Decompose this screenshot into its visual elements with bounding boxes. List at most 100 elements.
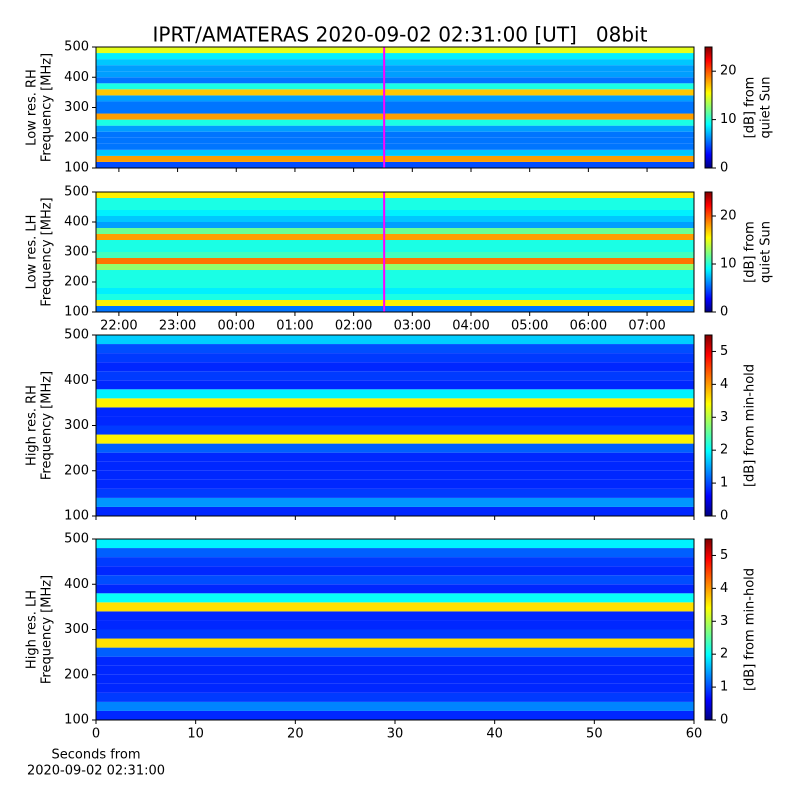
heatmap-cell	[96, 282, 694, 288]
heatmap-cell	[96, 222, 694, 228]
y-axis-label: Frequency [MHz]	[40, 53, 55, 162]
y-tick-label: 100	[64, 305, 89, 320]
y-tick-label: 300	[64, 245, 89, 260]
heatmap-cell	[96, 234, 694, 240]
heatmap-cell	[96, 371, 694, 381]
heatmap-cell	[96, 470, 694, 480]
heatmap-cell	[96, 65, 694, 72]
x-tick-label: 23:00	[159, 319, 196, 334]
heatmap-cell	[96, 131, 694, 138]
y-tick-label: 400	[64, 215, 89, 230]
colorbar-label: [dB] from	[743, 221, 758, 283]
heatmap-cell	[96, 306, 694, 312]
colorbar-tick-label: 5	[720, 344, 728, 359]
heatmap-cell	[96, 204, 694, 210]
heatmap-cell	[96, 210, 694, 216]
x-tick-label: 06:00	[570, 319, 607, 334]
heatmap-cell	[96, 488, 694, 498]
y-axis-label: Frequency [MHz]	[40, 197, 55, 306]
heatmap-cell	[96, 665, 694, 675]
heatmap-cell	[96, 71, 694, 78]
colorbar-tick-label: 10	[720, 257, 737, 272]
heatmap-cell	[96, 95, 694, 102]
y-axis-label: Frequency [MHz]	[40, 371, 55, 480]
heatmap-cell	[96, 584, 694, 594]
y-axis-label: Low res. LH	[25, 215, 40, 290]
heatmap-cell	[96, 710, 694, 720]
colorbar-tick-label: 3	[720, 410, 728, 425]
heatmap-cell	[96, 683, 694, 693]
x-tick-label: 20	[287, 727, 304, 742]
heatmap-cell	[96, 258, 694, 264]
heatmap-cell	[96, 656, 694, 666]
heatmap-cell	[96, 434, 694, 444]
heatmap-cell	[96, 506, 694, 516]
colorbar-tick-label: 20	[720, 209, 737, 224]
colorbar-label: [dB] from min-hold	[743, 568, 758, 691]
heatmap-cell	[96, 77, 694, 84]
heatmap-cell	[96, 692, 694, 702]
x-tick-label: 10	[187, 727, 204, 742]
heatmap-cell	[96, 155, 694, 162]
heatmap-cell	[96, 461, 694, 471]
heatmap-cell	[96, 407, 694, 417]
heatmap-cell	[96, 389, 694, 399]
colorbar-tick-label: 4	[720, 581, 728, 596]
heatmap-cell	[96, 288, 694, 294]
heatmap-cell	[96, 353, 694, 363]
heatmap-cell	[96, 629, 694, 639]
heatmap-cell	[96, 83, 694, 90]
heatmap-cell	[96, 107, 694, 114]
heatmap-cell	[96, 557, 694, 567]
x-tick-label: 60	[686, 727, 703, 742]
colorbar-tick-label: 1	[720, 680, 728, 695]
y-axis-label: High res. RH	[25, 385, 40, 466]
heatmap-cell	[96, 566, 694, 576]
heatmap-cell	[96, 443, 694, 453]
colorbar-tick-label: 3	[720, 614, 728, 629]
heatmap-cell	[96, 611, 694, 621]
heatmap-cell	[96, 276, 694, 282]
heatmap-cell	[96, 143, 694, 150]
x-tick-label: 02:00	[335, 319, 372, 334]
heatmap-cell	[96, 398, 694, 408]
y-tick-label: 500	[64, 532, 89, 547]
heatmap-cell	[96, 53, 694, 60]
colorbar-tick-label: 0	[720, 161, 728, 176]
colorbar-tick-label: 0	[720, 509, 728, 524]
y-tick-label: 500	[64, 40, 89, 55]
heatmap-cell	[96, 270, 694, 276]
colorbar-label: quiet Sun	[759, 221, 774, 283]
y-tick-label: 100	[64, 509, 89, 524]
colorbar-tick-label: 0	[720, 713, 728, 728]
heatmap-cell	[96, 228, 694, 234]
x-tick-label: 07:00	[628, 319, 665, 334]
heatmap-cell	[96, 362, 694, 372]
y-tick-label: 400	[64, 373, 89, 388]
colorbar-label: quiet Sun	[759, 76, 774, 138]
heatmap-cell	[96, 252, 694, 258]
heatmap-cell	[96, 674, 694, 684]
colorbar-tick-label: 2	[720, 647, 728, 662]
y-tick-label: 400	[64, 577, 89, 592]
colorbar-tick-label: 2	[720, 443, 728, 458]
heatmap-cell	[96, 59, 694, 66]
heatmap-cell	[96, 647, 694, 657]
colorbar-tick-label: 0	[720, 305, 728, 320]
colorbar-tick-label: 5	[720, 548, 728, 563]
x-tick-label: 00:00	[218, 319, 255, 334]
y-tick-label: 100	[64, 713, 89, 728]
heatmap-cell	[96, 264, 694, 270]
heatmap-cell	[96, 198, 694, 204]
x-tick-label: 22:00	[100, 319, 137, 334]
heatmap-cell	[96, 701, 694, 711]
heatmap-cell	[96, 380, 694, 390]
heatmap-cell	[96, 89, 694, 96]
colorbar-tick-label: 10	[720, 112, 737, 127]
y-tick-label: 200	[64, 130, 89, 145]
colorbar-tick-label: 20	[720, 64, 737, 79]
x-tick-label: 04:00	[452, 319, 489, 334]
heatmap-cell	[96, 344, 694, 354]
heatmap-cell	[96, 479, 694, 489]
heatmap-cell	[96, 125, 694, 132]
